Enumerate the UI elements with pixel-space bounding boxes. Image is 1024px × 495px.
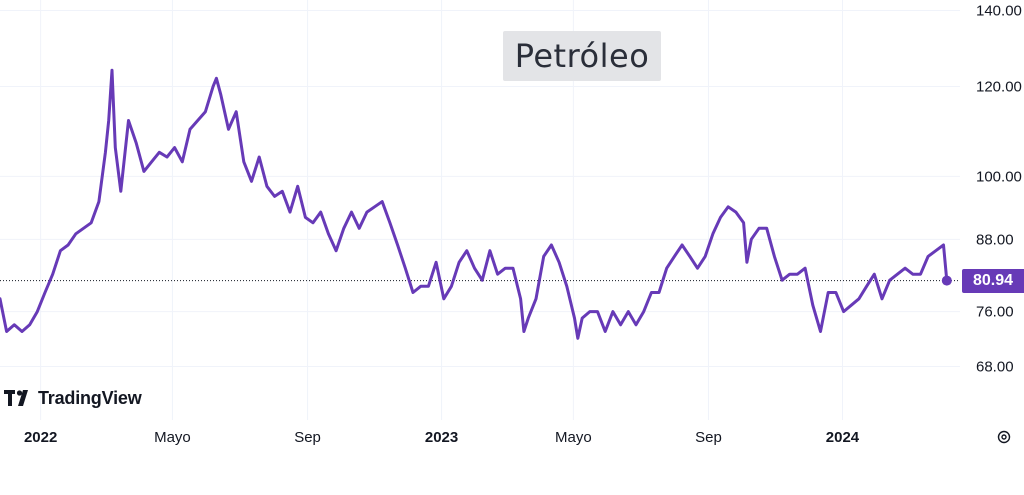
x-axis: 2022 Mayo Sep 2023 Mayo Sep 2024 — [24, 429, 860, 446]
y-axis: 140.00 120.00 100.00 88.00 76.00 68.00 — [976, 2, 1022, 375]
x-tick-label: Sep — [695, 429, 722, 446]
x-tick-label: 2022 — [24, 429, 57, 446]
grid-lines — [0, 0, 960, 420]
tradingview-logo[interactable]: TradingView — [4, 386, 142, 410]
y-tick-label: 100.00 — [976, 168, 1022, 185]
x-tick-label: Mayo — [555, 429, 592, 446]
y-tick-label: 88.00 — [976, 231, 1014, 248]
y-tick-label: 140.00 — [976, 2, 1022, 19]
y-tick-label: 68.00 — [976, 358, 1014, 375]
x-tick-label: 2023 — [425, 429, 458, 446]
x-tick-label: Mayo — [154, 429, 191, 446]
last-point — [941, 275, 952, 286]
x-tick-label: Sep — [294, 429, 321, 446]
y-tick-label: 120.00 — [976, 78, 1022, 95]
last-value-badge: 80.94 — [962, 268, 1024, 293]
y-tick-label: 76.00 — [976, 304, 1014, 321]
tradingview-logo-text: TradingView — [38, 387, 142, 408]
tradingview-logo-icon — [4, 390, 28, 406]
title-background — [503, 31, 661, 81]
x-tick-label: 2024 — [826, 429, 860, 446]
chart-title: Petróleo — [514, 37, 650, 75]
price-line — [0, 68, 949, 340]
settings-icon[interactable] — [996, 430, 1012, 446]
